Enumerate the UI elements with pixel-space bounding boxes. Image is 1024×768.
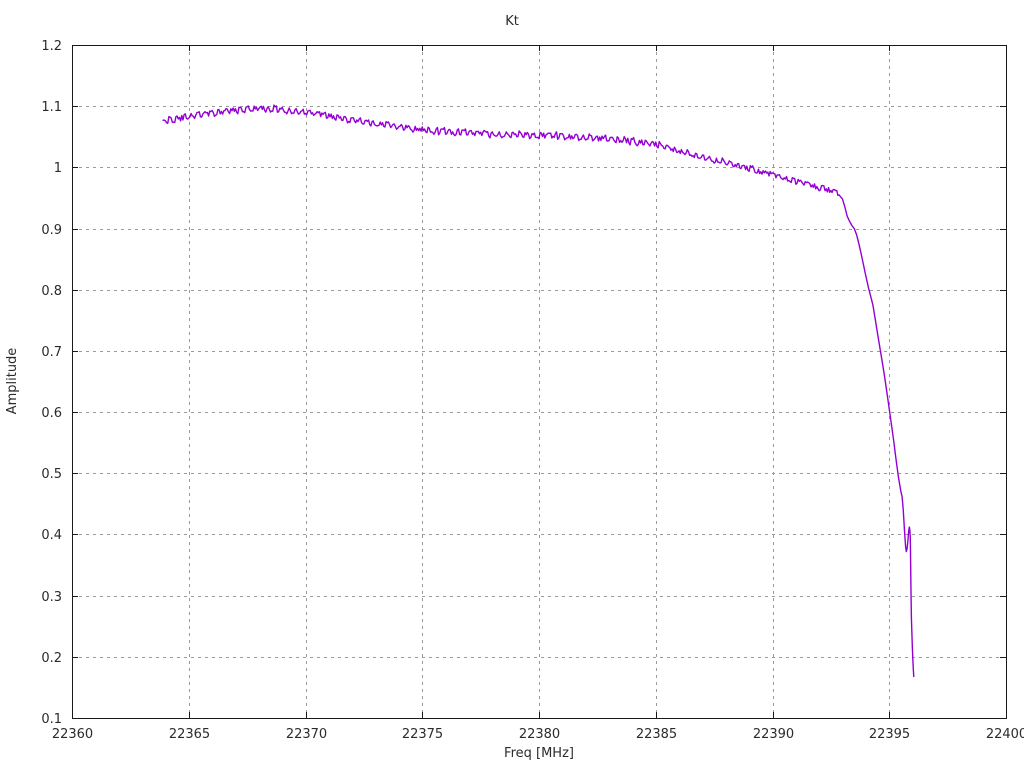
x-tick-label: 22395 xyxy=(869,727,910,742)
x-tick-label: 22390 xyxy=(753,727,794,742)
chart-title: Kt xyxy=(505,14,519,29)
data-series xyxy=(162,104,915,678)
grid-lines xyxy=(72,45,1006,718)
y-tick-label: 1.2 xyxy=(41,39,62,54)
axis-tick-labels: 22360 22365 22370 22375 22380 22385 22390 22395… xyxy=(41,39,1024,742)
x-tick-label: 22385 xyxy=(636,727,677,742)
y-tick-label: 0.6 xyxy=(41,406,62,421)
y-tick-label: 0.4 xyxy=(41,528,62,543)
y-tick-label: 0.9 xyxy=(41,223,62,238)
x-tick-label: 22380 xyxy=(519,727,560,742)
y-tick-label: 0.2 xyxy=(41,651,62,666)
y-tick-label: 0.5 xyxy=(41,467,62,482)
x-axis-title: Freq [MHz] xyxy=(504,746,574,761)
series-line-kt xyxy=(162,104,915,678)
x-tick-label: 22365 xyxy=(169,727,210,742)
y-tick-label: 1 xyxy=(54,161,62,176)
y-tick-label: 0.8 xyxy=(41,284,62,299)
tick-marks xyxy=(71,44,1008,720)
y-axis-title: Amplitude xyxy=(5,348,20,415)
x-tick-label: 22370 xyxy=(286,727,327,742)
y-tick-label: 0.1 xyxy=(41,712,62,727)
y-tick-label: 1.1 xyxy=(41,100,62,115)
y-tick-label: 0.7 xyxy=(41,345,62,360)
y-tick-label: 0.3 xyxy=(41,590,62,605)
x-tick-label: 22360 xyxy=(52,727,93,742)
x-tick-label: 22400 xyxy=(986,727,1024,742)
x-tick-label: 22375 xyxy=(402,727,443,742)
